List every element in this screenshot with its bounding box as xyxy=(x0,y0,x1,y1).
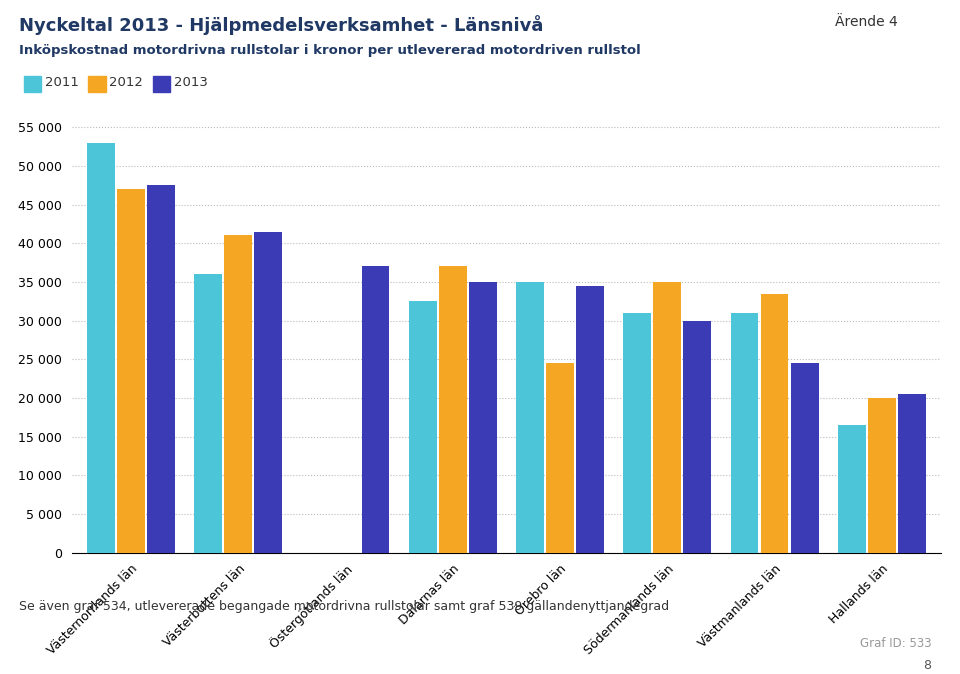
Text: Nyckeltal 2013 - Hjälpmedelsverksamhet - Länsnivå: Nyckeltal 2013 - Hjälpmedelsverksamhet -… xyxy=(19,15,543,35)
Bar xyxy=(254,232,282,553)
Bar xyxy=(194,274,222,553)
Bar xyxy=(117,189,145,553)
Bar xyxy=(516,282,544,553)
Bar xyxy=(439,266,467,553)
Text: 2012: 2012 xyxy=(109,76,143,89)
Text: 2013: 2013 xyxy=(174,76,207,89)
Text: Ärende 4: Ärende 4 xyxy=(835,15,898,29)
Bar xyxy=(409,301,437,553)
Bar xyxy=(147,185,175,553)
Bar xyxy=(898,394,925,553)
Bar xyxy=(468,282,496,553)
Text: Se även graf 534, utlevererade begangade motordrivna rullstolar samt graf 539 gä: Se även graf 534, utlevererade begangade… xyxy=(19,600,669,613)
Bar xyxy=(87,143,115,553)
Text: 2011: 2011 xyxy=(45,76,79,89)
Bar xyxy=(791,363,819,553)
Text: Graf ID: 533: Graf ID: 533 xyxy=(859,637,931,650)
Bar xyxy=(731,313,758,553)
Bar xyxy=(654,282,682,553)
Bar xyxy=(838,425,866,553)
Text: Inköpskostnad motordrivna rullstolar i kronor per utlevererad motordriven rullst: Inköpskostnad motordrivna rullstolar i k… xyxy=(19,44,641,57)
Bar xyxy=(868,398,896,553)
Bar xyxy=(362,266,390,553)
Bar xyxy=(760,293,788,553)
Bar xyxy=(623,313,651,553)
Bar xyxy=(576,286,604,553)
Bar xyxy=(546,363,574,553)
Bar xyxy=(225,235,252,553)
Bar xyxy=(684,321,711,553)
Text: 8: 8 xyxy=(924,659,931,672)
